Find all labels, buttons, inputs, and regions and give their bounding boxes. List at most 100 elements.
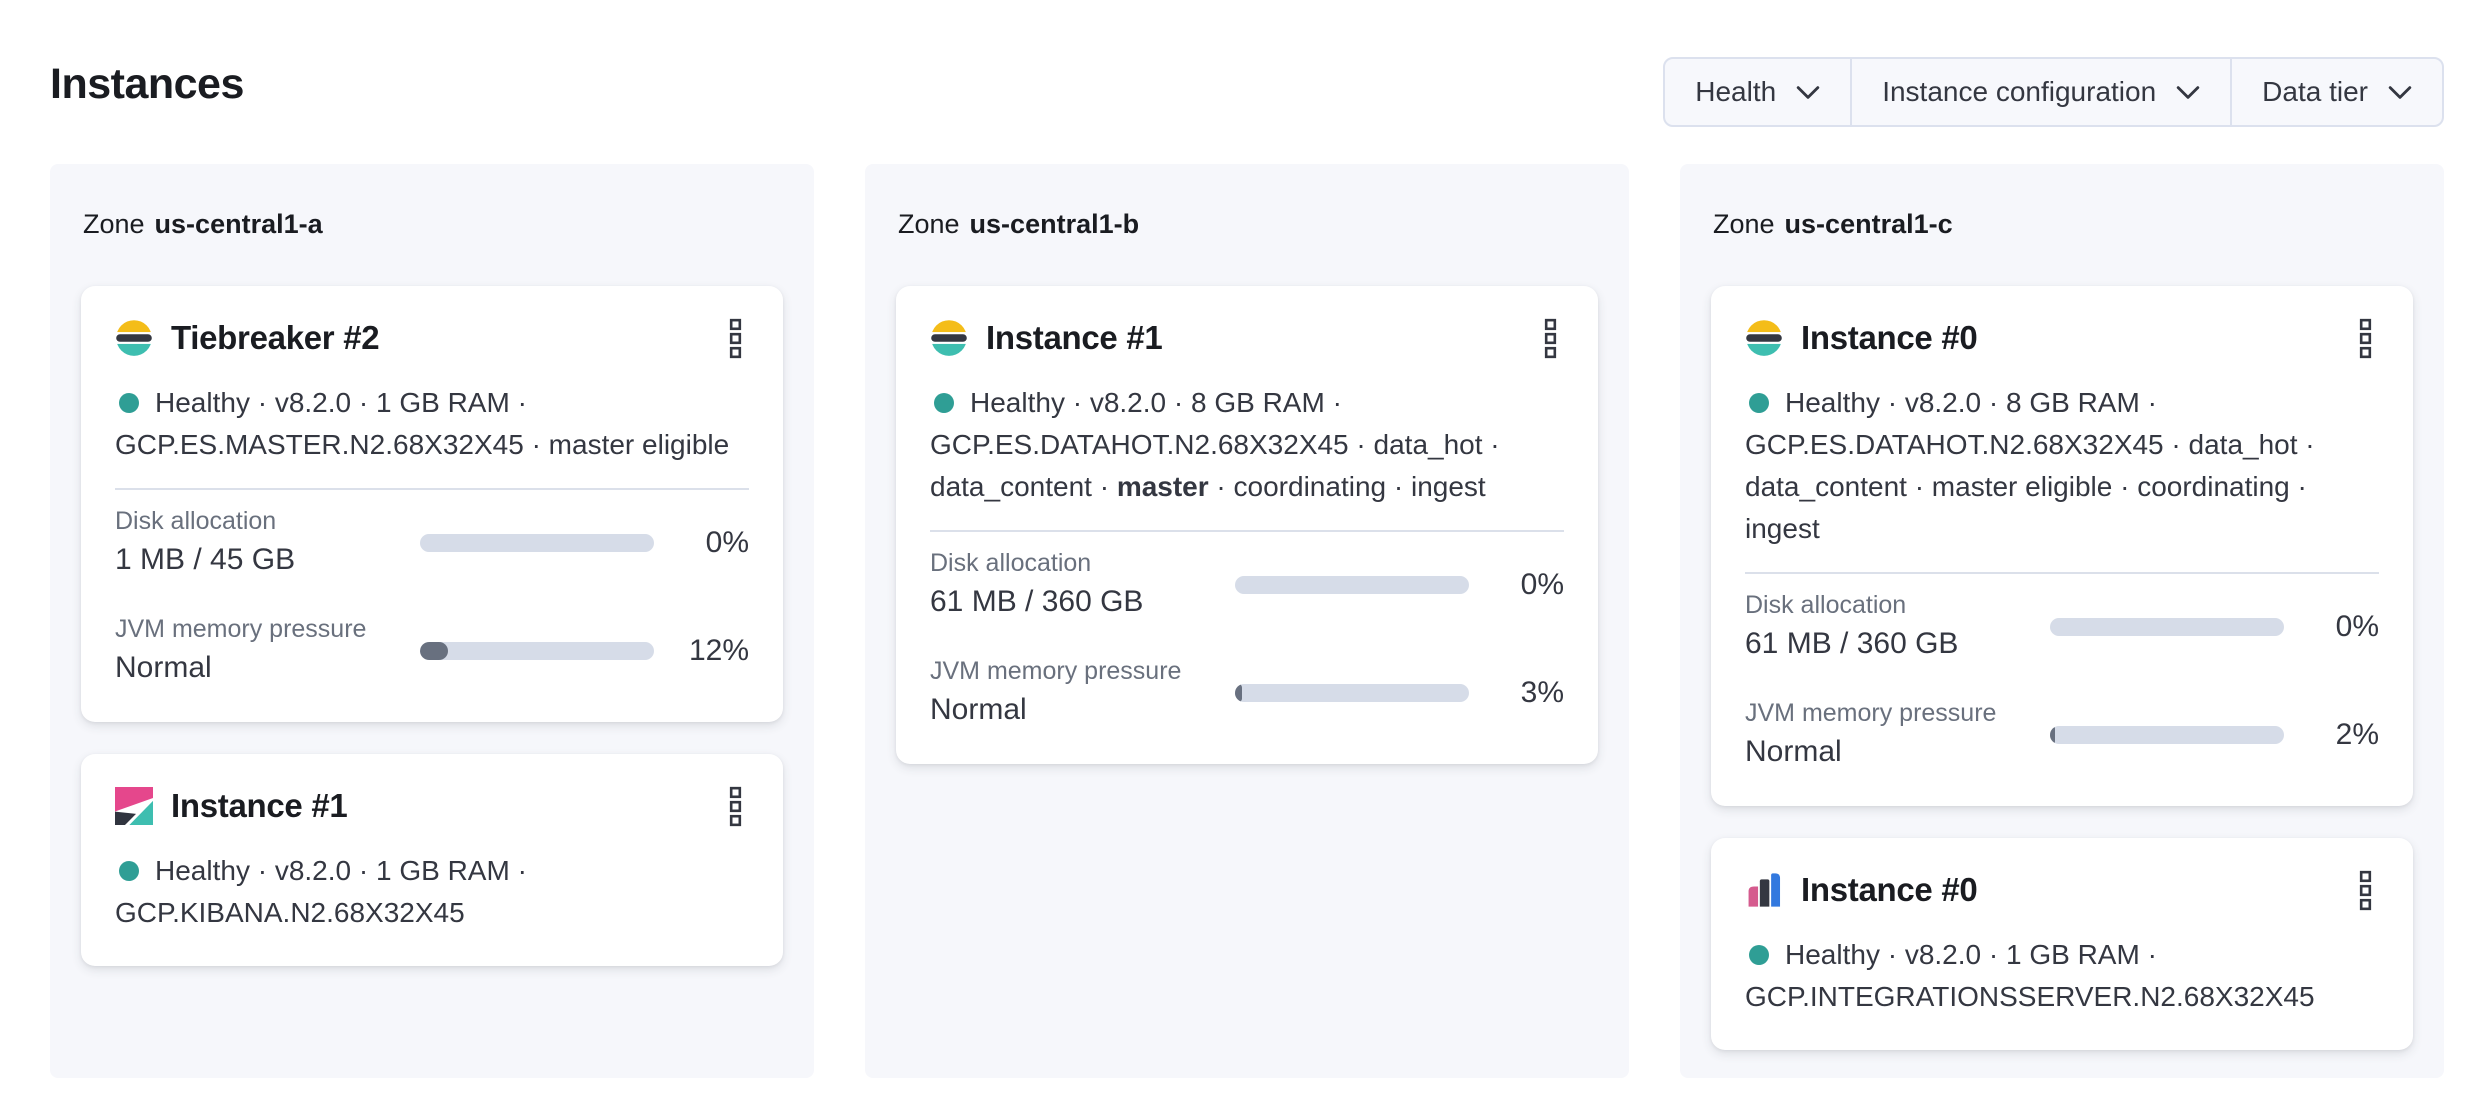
- metric-label: JVM memory pressure: [930, 657, 1182, 685]
- health-line-text: data_content ·: [930, 471, 1117, 502]
- kibana-logo-icon: [115, 787, 153, 825]
- instance-menu-button[interactable]: [1528, 314, 1572, 362]
- zone-label-prefix: Zone: [1713, 209, 1775, 239]
- metric-info: Disk allocation 61 MB / 360 GB: [1745, 588, 2050, 666]
- zone-panel-us-central1-b: Zone us-central1-b Instance #1 Healthy · …: [865, 164, 1629, 1078]
- chevron-down-icon: [2388, 85, 2412, 99]
- instance-card-integrations-server-0: Instance #0 Healthy · v8.2.0 · 1 GB RAM …: [1711, 838, 2413, 1050]
- card-title: Instance #0: [1801, 319, 1978, 356]
- boxes-vertical-icon: [1544, 318, 1556, 358]
- health-line: data_content · master · coordinating · i…: [930, 466, 1564, 508]
- disk-allocation-percent: 0%: [705, 526, 749, 559]
- health-line: GCP.INTEGRATIONSSERVER.N2.68X32X45: [1745, 976, 2379, 1018]
- filter-button-data-tier[interactable]: Data tier: [2230, 59, 2442, 125]
- zone-label-prefix: Zone: [898, 209, 960, 239]
- zones-container: Zone us-central1-a Tiebreaker #2 Healthy …: [50, 164, 2444, 1078]
- metric-label: JVM memory pressure: [115, 615, 367, 643]
- health-status-dot-icon: [119, 861, 139, 881]
- boxes-vertical-icon: [2359, 870, 2371, 910]
- jvm-pressure-progress-fill: [2050, 726, 2055, 744]
- health-line-text: data_content · master eligible · coordin…: [1745, 471, 2307, 544]
- metric-info: JVM memory pressure Normal: [115, 612, 420, 690]
- disk-allocation-progress-bar: [2050, 618, 2284, 636]
- zone-name: us-central1-a: [154, 209, 323, 239]
- instance-card-es-1: Instance #1 Healthy · v8.2.0 · 8 GB RAM …: [896, 286, 1598, 764]
- health-role-master: master: [1116, 471, 1209, 502]
- health-line: Healthy · v8.2.0 · 8 GB RAM ·: [1745, 382, 2379, 424]
- health-line: Healthy · v8.2.0 · 1 GB RAM ·: [115, 382, 749, 424]
- instance-menu-button[interactable]: [2343, 314, 2387, 362]
- health-line-text: GCP.ES.MASTER.N2.68X32X45 · master eligi…: [115, 429, 730, 460]
- metric-value: Normal: [930, 693, 1027, 726]
- card-header: Instance #1: [930, 314, 1564, 362]
- health-line-text: Healthy · v8.2.0 · 1 GB RAM ·: [1785, 939, 2157, 970]
- page-title: Instances: [50, 60, 244, 108]
- health-line: Healthy · v8.2.0 · 1 GB RAM ·: [1745, 934, 2379, 976]
- card-divider: [115, 488, 749, 490]
- metric-label: Disk allocation: [1745, 591, 1907, 619]
- instance-card-kibana-1: Instance #1 Healthy · v8.2.0 · 1 GB RAM …: [81, 754, 783, 966]
- elasticsearch-logo-icon: [1745, 319, 1783, 357]
- health-status-dot-icon: [1749, 945, 1769, 965]
- metric-value: 1 MB / 45 GB: [115, 543, 296, 576]
- zone-panel-us-central1-c: Zone us-central1-c Instance #0 Healthy · …: [1680, 164, 2444, 1078]
- card-divider: [930, 530, 1564, 532]
- metric-info: JVM memory pressure Normal: [930, 654, 1235, 732]
- health-line: GCP.ES.DATAHOT.N2.68X32X45 · data_hot ·: [930, 424, 1564, 466]
- filter-button-instance-configuration[interactable]: Instance configuration: [1850, 59, 2230, 125]
- instance-health-summary: Healthy · v8.2.0 · 8 GB RAM · GCP.ES.DAT…: [930, 382, 1564, 508]
- instance-health-summary: Healthy · v8.2.0 · 8 GB RAM · GCP.ES.DAT…: [1745, 382, 2379, 550]
- metric-row-disk-allocation: Disk allocation 1 MB / 45 GB 0%: [115, 504, 749, 582]
- card-header: Instance #0: [1745, 866, 2379, 914]
- card-title: Instance #1: [171, 787, 348, 824]
- instance-menu-button[interactable]: [713, 782, 757, 830]
- health-line-text: · coordinating · ingest: [1208, 471, 1486, 502]
- instance-health-summary: Healthy · v8.2.0 · 1 GB RAM · GCP.ES.MAS…: [115, 382, 749, 466]
- elasticsearch-logo-icon: [930, 319, 968, 357]
- health-line-text: GCP.KIBANA.N2.68X32X45: [115, 897, 465, 928]
- metric-info: Disk allocation 61 MB / 360 GB: [930, 546, 1235, 624]
- jvm-pressure-progress-bar: [2050, 726, 2284, 744]
- chevron-down-icon: [1796, 85, 1820, 99]
- zone-label: Zone us-central1-a: [83, 206, 783, 242]
- metric-row-jvm-memory-pressure: JVM memory pressure Normal 3%: [930, 654, 1564, 732]
- metric-info: JVM memory pressure Normal: [1745, 696, 2050, 774]
- metric-label: Disk allocation: [115, 507, 277, 535]
- card-header: Instance #1: [115, 782, 749, 830]
- chevron-down-icon: [2176, 85, 2200, 99]
- disk-allocation-progress-bar: [1235, 576, 1469, 594]
- card-divider: [1745, 572, 2379, 574]
- metric-label: JVM memory pressure: [1745, 699, 1997, 727]
- instance-menu-button[interactable]: [2343, 866, 2387, 914]
- metric-row-jvm-memory-pressure: JVM memory pressure Normal 2%: [1745, 696, 2379, 774]
- metric-label: Disk allocation: [930, 549, 1092, 577]
- health-line: GCP.KIBANA.N2.68X32X45: [115, 892, 749, 934]
- health-line-text: GCP.INTEGRATIONSSERVER.N2.68X32X45: [1745, 981, 2315, 1012]
- health-line-text: GCP.ES.DATAHOT.N2.68X32X45 · data_hot ·: [1745, 429, 2315, 460]
- filter-button-health[interactable]: Health: [1665, 59, 1850, 125]
- boxes-vertical-icon: [2359, 318, 2371, 358]
- disk-allocation-progress-bar: [420, 534, 654, 552]
- filter-group: Health Instance configuration Data tier: [1663, 57, 2444, 127]
- zone-panel-us-central1-a: Zone us-central1-a Tiebreaker #2 Healthy …: [50, 164, 814, 1078]
- metric-info: Disk allocation 1 MB / 45 GB: [115, 504, 420, 582]
- elasticsearch-logo-icon: [115, 319, 153, 357]
- health-status-dot-icon: [1749, 393, 1769, 413]
- filter-label: Health: [1695, 76, 1777, 107]
- jvm-pressure-progress-bar: [1235, 684, 1469, 702]
- instance-card-es-0: Instance #0 Healthy · v8.2.0 · 8 GB RAM …: [1711, 286, 2413, 806]
- instance-health-summary: Healthy · v8.2.0 · 1 GB RAM · GCP.INTEGR…: [1745, 934, 2379, 1018]
- boxes-vertical-icon: [729, 318, 741, 358]
- instance-menu-button[interactable]: [713, 314, 757, 362]
- health-line-text: Healthy · v8.2.0 · 1 GB RAM ·: [155, 855, 527, 886]
- metric-row-jvm-memory-pressure: JVM memory pressure Normal 12%: [115, 612, 749, 690]
- zone-label: Zone us-central1-b: [898, 206, 1598, 242]
- disk-allocation-percent: 0%: [1520, 568, 1564, 601]
- health-line-text: GCP.ES.DATAHOT.N2.68X32X45 · data_hot ·: [930, 429, 1500, 460]
- card-title: Tiebreaker #2: [171, 319, 380, 356]
- zone-label: Zone us-central1-c: [1713, 206, 2413, 242]
- filter-label: Data tier: [2262, 76, 2368, 107]
- metric-value: Normal: [115, 651, 212, 684]
- health-line: GCP.ES.MASTER.N2.68X32X45 · master eligi…: [115, 424, 749, 466]
- jvm-pressure-progress-fill: [420, 642, 449, 660]
